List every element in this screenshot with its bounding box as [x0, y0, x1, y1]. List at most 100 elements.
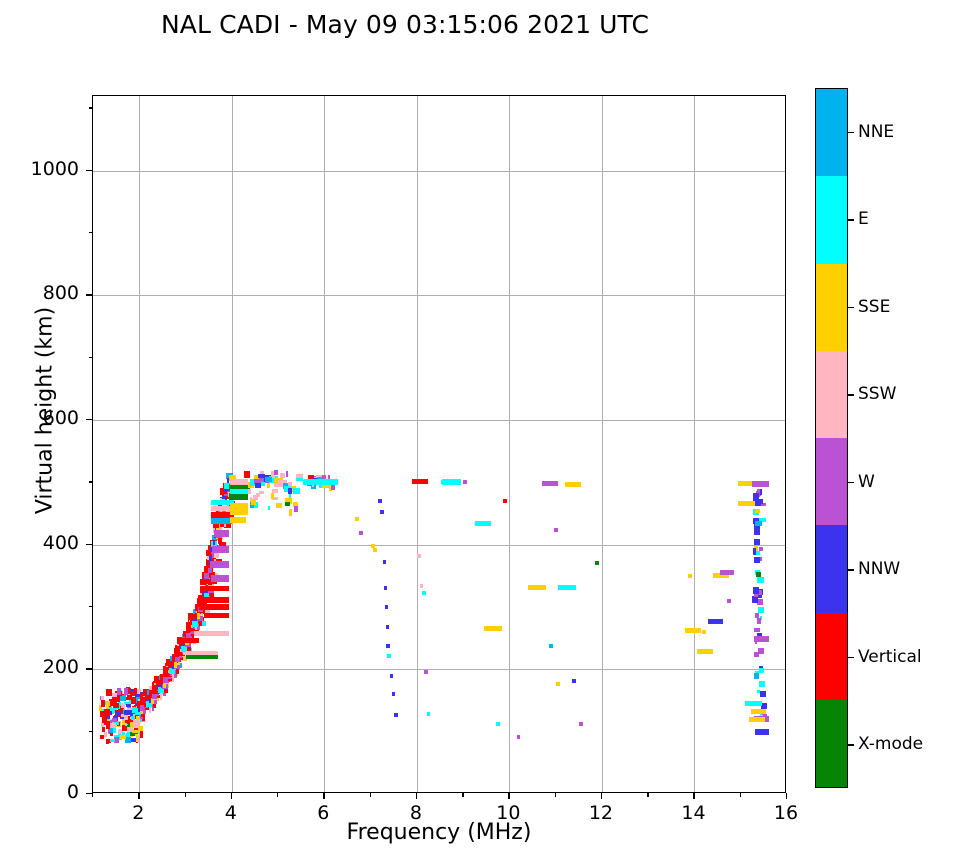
colorbar-label-sse: SSE [858, 296, 891, 317]
x-tick-label: 16 [773, 802, 799, 824]
echo-mark [152, 687, 157, 694]
echo-streak [199, 604, 230, 611]
gridline-vertical [416, 96, 418, 792]
y-tick-label: 1000 [30, 157, 79, 180]
echo-streak [230, 516, 246, 523]
echo-mark [758, 606, 765, 613]
echo-mark [133, 726, 139, 730]
y-minor-tick [88, 107, 92, 109]
colorbar-segment-nne [816, 89, 847, 177]
echo-mark [753, 673, 760, 679]
echo-streak [708, 619, 724, 625]
colorbar-tick [848, 481, 854, 484]
echo-mark [755, 613, 760, 618]
echo-mark [132, 728, 138, 734]
x-minor-tick [184, 793, 186, 797]
echo-mark [187, 645, 191, 652]
x-tick [600, 793, 603, 799]
gridline-horizontal [93, 170, 785, 172]
echo-mark [136, 736, 139, 741]
echo-mark [139, 731, 144, 738]
x-minor-tick [739, 793, 742, 797]
echo-mark [294, 505, 298, 513]
echo-mark [125, 736, 132, 744]
echo-mark [382, 560, 387, 565]
echo-mark [163, 689, 166, 697]
echo-mark [165, 658, 172, 666]
echo-mark [288, 493, 291, 498]
echo-mark [114, 721, 120, 726]
echo-mark [116, 712, 121, 716]
echo-mark [163, 677, 169, 683]
echo-mark [288, 487, 293, 495]
echo-mark [134, 688, 137, 695]
echo-streak [186, 654, 218, 660]
echo-mark [175, 654, 182, 659]
y-tick [86, 294, 92, 296]
echo-mark [254, 502, 258, 508]
colorbar-segment-w [816, 438, 847, 526]
echo-mark [174, 671, 178, 678]
echo-mark [579, 722, 584, 727]
echo-mark [109, 699, 116, 706]
echo-streak [749, 716, 765, 722]
echo-mark [417, 553, 421, 558]
echo-mark [203, 592, 210, 599]
echo-mark [754, 539, 761, 546]
echo-mark [105, 688, 112, 696]
echo-mark [191, 613, 198, 620]
echo-mark [759, 691, 766, 698]
echo-streak [696, 649, 713, 655]
echo-mark [100, 721, 104, 727]
echo-mark [760, 702, 767, 709]
echo-mark [385, 624, 389, 629]
echo-mark [278, 480, 288, 488]
echo-mark [164, 674, 171, 679]
echo-mark [687, 573, 692, 578]
echo-streak [483, 625, 503, 631]
echo-mark [191, 633, 196, 637]
echo-mark [171, 671, 177, 677]
echo-mark [289, 509, 292, 516]
echo-mark [157, 686, 164, 693]
echo-mark [276, 502, 283, 508]
echo-mark [209, 547, 216, 553]
echo-mark [701, 629, 706, 634]
echo-mark [141, 715, 145, 721]
echo-mark [108, 710, 113, 716]
echo-mark [758, 666, 764, 670]
echo-mark [354, 516, 359, 521]
echo-mark [183, 650, 189, 656]
echo-streak [303, 479, 339, 486]
colorbar-segment-e [816, 176, 847, 264]
echo-streak [719, 569, 734, 575]
echo-streak [229, 488, 248, 494]
echo-streak [206, 585, 230, 591]
echo-mark [203, 572, 210, 579]
echo-mark [133, 705, 136, 709]
colorbar-tick [848, 306, 854, 309]
echo-mark [243, 471, 250, 479]
echo-mark [117, 697, 121, 703]
echo-streak [738, 481, 755, 487]
echo-mark [157, 679, 164, 685]
echo-mark [250, 498, 257, 505]
echo-mark [387, 653, 391, 658]
echo-mark [201, 601, 208, 605]
x-minor-tick [554, 793, 557, 797]
echo-mark [759, 668, 765, 674]
echo-mark [186, 633, 192, 639]
echo-mark [208, 567, 212, 574]
gridline-horizontal [93, 295, 785, 297]
echo-mark [205, 609, 211, 615]
y-tick-label: 200 [42, 656, 79, 679]
echo-mark [202, 586, 210, 592]
echo-mark [196, 613, 201, 619]
echo-mark [127, 727, 134, 733]
gridline-horizontal [93, 544, 785, 546]
echo-mark [759, 681, 766, 688]
colorbar-tick [848, 131, 854, 134]
echo-mark [226, 495, 230, 500]
echo-mark [553, 527, 558, 532]
echo-mark [292, 501, 298, 507]
